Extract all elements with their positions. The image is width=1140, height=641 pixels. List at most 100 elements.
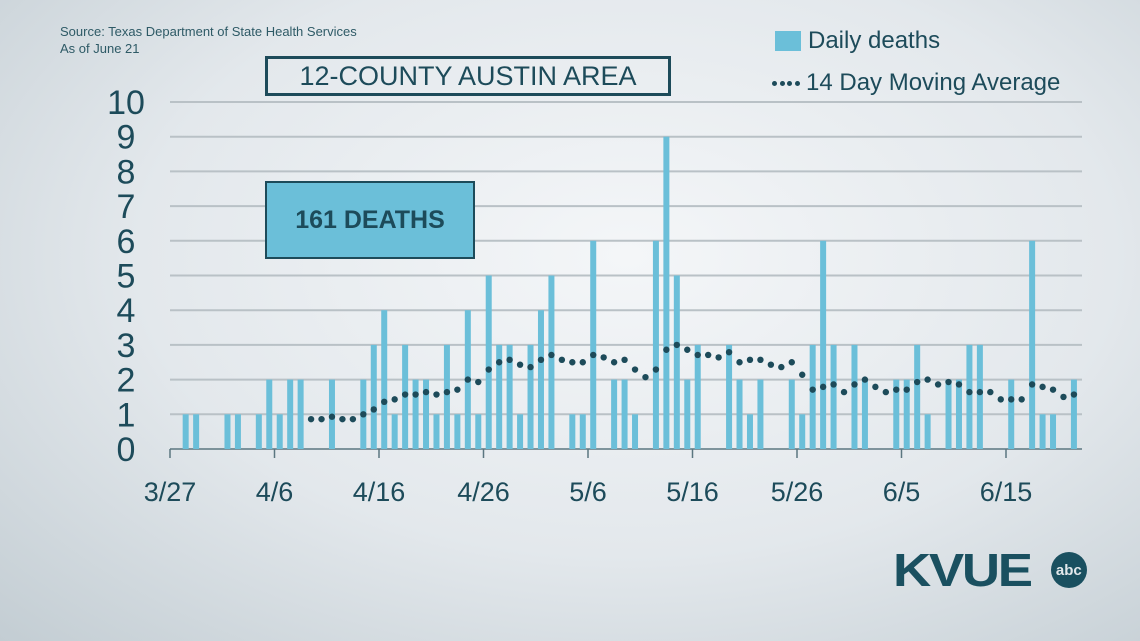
x-tick-label: 6/5 (883, 477, 921, 507)
daily-deaths-bar (590, 240, 597, 449)
daily-deaths-bar (893, 379, 900, 449)
daily-deaths-bar (746, 414, 753, 449)
daily-deaths-bar (903, 379, 910, 449)
daily-deaths-bar (287, 379, 294, 449)
moving-average-dot (997, 396, 1004, 403)
moving-average-dot (819, 383, 827, 391)
daily-deaths-bar (579, 414, 586, 449)
moving-average-dot (1060, 393, 1067, 401)
total-deaths-callout: 161 DEATHS (265, 181, 475, 259)
moving-average-dot (516, 361, 524, 368)
moving-average-dot (579, 359, 586, 366)
daily-deaths-bar (537, 310, 544, 449)
legend-moving-average: 14 Day Moving Average (772, 69, 1060, 97)
y-tick-label: 4 (117, 292, 136, 330)
daily-deaths-bar (966, 344, 973, 449)
daily-deaths-bar (955, 379, 962, 449)
daily-deaths-bar (976, 344, 983, 449)
daily-deaths-bar (496, 344, 503, 449)
moving-average-dot (767, 361, 775, 368)
daily-deaths-bar (1008, 379, 1015, 449)
daily-deaths-bar (663, 136, 670, 449)
daily-deaths-bar (475, 414, 482, 449)
moving-average-dot (443, 388, 451, 396)
y-tick-label: 8 (117, 153, 136, 191)
daily-deaths-bar (443, 344, 450, 449)
daily-deaths-bar (736, 379, 743, 449)
moving-average-dot (454, 386, 461, 393)
moving-average-dot (913, 378, 921, 386)
moving-average-dot (422, 388, 430, 396)
daily-deaths-bar (182, 414, 189, 449)
moving-average-dot (725, 348, 733, 356)
moving-average-dot (370, 406, 377, 413)
daily-deaths-bar (412, 379, 419, 449)
daily-deaths-bar (1050, 414, 1057, 449)
daily-deaths-bar (788, 379, 795, 449)
daily-deaths-bar (914, 344, 921, 449)
daily-deaths-bar (924, 414, 931, 449)
daily-deaths-bar (234, 414, 241, 449)
moving-average-dot (882, 388, 890, 396)
daily-deaths-bar (809, 344, 816, 449)
moving-average-dot (903, 386, 910, 393)
x-tick-label: 4/6 (256, 477, 294, 507)
daily-deaths-bar (381, 310, 388, 449)
daily-deaths-bar (224, 414, 231, 449)
daily-deaths-bar (255, 414, 262, 449)
moving-average-dot (318, 415, 325, 423)
moving-average-dot (840, 388, 848, 396)
moving-average-dot (788, 359, 795, 366)
moving-average-dot (684, 346, 691, 353)
moving-average-dot (893, 386, 900, 393)
legend-daily-deaths: Daily deaths (775, 27, 940, 55)
moving-average-dot (537, 356, 545, 364)
moving-average-dot (610, 359, 618, 366)
moving-average-dot (558, 356, 566, 364)
x-tick-label: 5/16 (666, 477, 719, 507)
daily-deaths-bar (527, 344, 534, 449)
moving-average-dot (799, 371, 806, 378)
daily-deaths-bar (945, 379, 952, 449)
moving-average-dot (1039, 383, 1046, 391)
legend-label: Daily deaths (808, 27, 941, 54)
daily-deaths-bar (799, 414, 806, 449)
bar-swatch-icon (775, 31, 801, 51)
daily-deaths-bar (830, 344, 837, 449)
daily-deaths-bar (621, 379, 628, 449)
daily-deaths-bar (454, 414, 461, 449)
x-tick-label: 5/26 (771, 477, 824, 507)
y-tick-label: 5 (117, 258, 136, 296)
moving-average-dot (736, 359, 743, 366)
moving-average-dot (401, 391, 409, 398)
moving-average-dot (339, 415, 346, 423)
moving-average-dot (1008, 396, 1015, 403)
moving-average-dot (485, 366, 492, 373)
abc-badge: abc (1050, 552, 1087, 588)
moving-average-dot (663, 346, 670, 353)
moving-average-dot (704, 351, 712, 359)
daily-deaths-bar (861, 379, 868, 449)
daily-deaths-bar (726, 344, 733, 449)
daily-deaths-bar (1070, 379, 1077, 449)
moving-average-dot (715, 354, 722, 361)
moving-average-dot (1018, 396, 1025, 403)
moving-average-dot (349, 415, 357, 423)
daily-deaths-bar (652, 240, 659, 449)
moving-average-dot (621, 356, 628, 364)
moving-average-dot (924, 376, 931, 383)
x-tick-label: 3/27 (144, 477, 197, 507)
daily-deaths-bar (276, 414, 283, 449)
moving-average-dot (778, 363, 785, 371)
daily-deaths-bar (517, 414, 524, 449)
moving-average-dot (830, 381, 837, 388)
moving-average-dot (945, 378, 952, 386)
moving-average-dot (495, 359, 503, 366)
moving-average-dot (433, 391, 440, 398)
daily-deaths-bar (569, 414, 576, 449)
moving-average-dot (955, 381, 963, 388)
source-note: Source: Texas Department of State Health… (60, 24, 357, 39)
moving-average-dot (328, 413, 336, 420)
